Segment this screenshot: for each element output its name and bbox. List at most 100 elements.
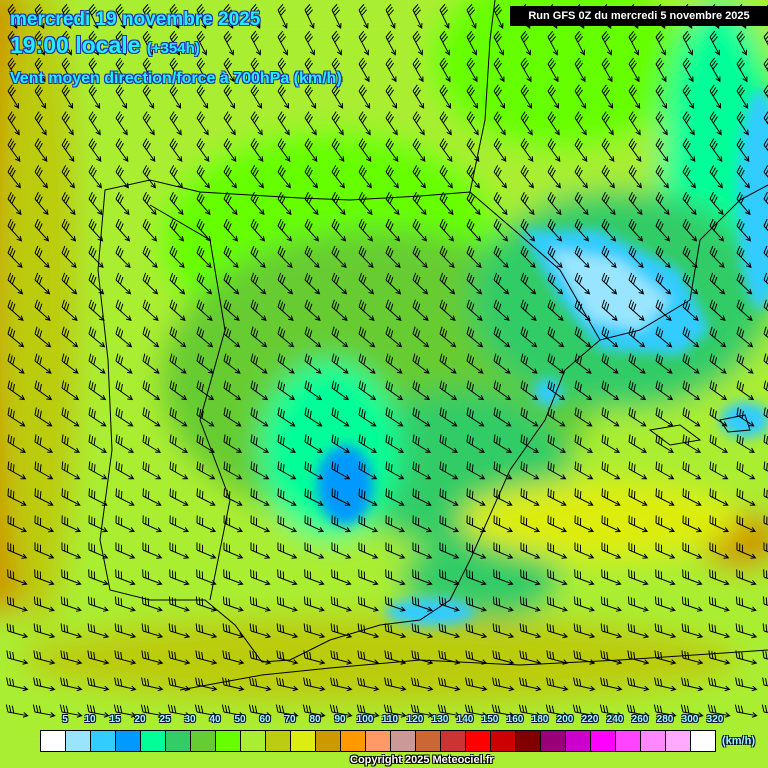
wind-barb: [574, 191, 589, 216]
wind-barb: [277, 299, 294, 321]
wind-barb: [574, 515, 595, 533]
wind-barb: [358, 191, 373, 216]
wind-barb: [33, 677, 56, 692]
wind-barb: [196, 488, 216, 506]
wind-barb: [276, 677, 299, 692]
wind-barb: [385, 30, 396, 56]
wind-barb: [304, 84, 317, 109]
wind-barb: [520, 542, 541, 559]
wind-barb: [574, 111, 587, 136]
legend-swatch: [91, 731, 116, 751]
wind-barb: [6, 596, 28, 612]
wind-barb: [466, 488, 486, 506]
wind-barb: [438, 677, 461, 692]
wind-barb: [682, 84, 695, 109]
wind-barb: [493, 111, 506, 136]
legend-swatch: [191, 731, 216, 751]
wind-barb: [574, 353, 592, 374]
legend-label: 240: [606, 714, 624, 725]
wind-barb: [196, 380, 215, 401]
wind-barb: [358, 326, 376, 348]
wind-barb: [114, 623, 137, 639]
wind-barb: [277, 138, 291, 163]
wind-barb: [412, 245, 428, 269]
wind-barb: [546, 623, 569, 639]
legend-swatch: [266, 731, 291, 751]
wind-barb: [601, 218, 617, 242]
wind-barb: [601, 84, 614, 109]
wind-barb: [33, 650, 56, 665]
wind-barb: [196, 461, 216, 480]
wind-barb: [601, 245, 617, 269]
wind-barb: [223, 407, 242, 427]
wind-barb: [358, 353, 376, 374]
wind-barb: [709, 542, 730, 559]
wind-barb: [763, 111, 768, 125]
wind-barb: [304, 30, 315, 56]
wind-barb: [735, 650, 758, 665]
wind-barb: [277, 380, 296, 401]
wind-barb: [628, 380, 647, 401]
wind-barb: [142, 488, 162, 506]
wind-barb: [736, 461, 756, 480]
wind-barb: [385, 542, 406, 559]
wind-barb: [709, 245, 725, 269]
wind-barb: [196, 165, 210, 189]
wind-barb: [222, 650, 245, 665]
wind-barb: [7, 380, 26, 401]
wind-barb: [142, 272, 159, 295]
wind-barb: [34, 407, 53, 427]
wind-barb: [493, 138, 507, 163]
wind-barb: [762, 623, 768, 633]
wind-barb: [547, 353, 565, 374]
wind-barb: [115, 488, 135, 506]
wind-barb: [547, 245, 563, 269]
wind-barb: [61, 461, 81, 480]
legend-swatch: [691, 731, 715, 751]
wind-barb: [223, 272, 240, 295]
wind-barb: [628, 111, 641, 136]
wind-barb: [546, 677, 569, 692]
wind-barb: [304, 272, 321, 295]
legend-label: 150: [481, 714, 499, 725]
wind-barb: [34, 84, 47, 109]
wind-barb: [655, 138, 669, 163]
wind-barb: [520, 245, 536, 269]
wind-barb: [331, 218, 347, 242]
wind-barb: [59, 704, 83, 718]
wind-barb: [169, 3, 180, 29]
wind-barb: [331, 245, 347, 269]
wind-barb: [547, 30, 558, 56]
legend-swatch: [291, 731, 316, 751]
wind-barb: [7, 84, 20, 109]
wind-barb: [277, 191, 292, 216]
wind-barb: [439, 218, 455, 242]
wind-barb: [169, 488, 189, 506]
wind-barb: [61, 30, 72, 56]
legend-label: 20: [134, 714, 146, 725]
wind-barb: [763, 380, 768, 392]
wind-barb: [736, 191, 751, 216]
wind-barb: [196, 326, 214, 348]
wind-barb: [466, 111, 479, 136]
wind-barb: [438, 623, 461, 639]
legend-swatch: [341, 731, 366, 751]
wind-barb: [61, 326, 79, 348]
wind-barb: [142, 111, 155, 136]
wind-barb: [304, 138, 318, 163]
wind-barb: [736, 434, 755, 453]
wind-barb: [763, 434, 768, 446]
wind-barb: [574, 380, 593, 401]
wind-barb: [142, 84, 155, 109]
wind-barb: [735, 677, 758, 692]
wind-barb: [547, 218, 563, 242]
wind-barb: [574, 407, 593, 427]
wind-barb: [34, 3, 45, 29]
wind-barb: [250, 461, 270, 480]
wind-barb: [250, 569, 271, 586]
wind-barb: [7, 326, 25, 348]
wind-barb: [357, 623, 380, 639]
wind-barb: [141, 596, 163, 612]
wind-barb: [601, 353, 619, 374]
wind-barb: [493, 380, 512, 401]
